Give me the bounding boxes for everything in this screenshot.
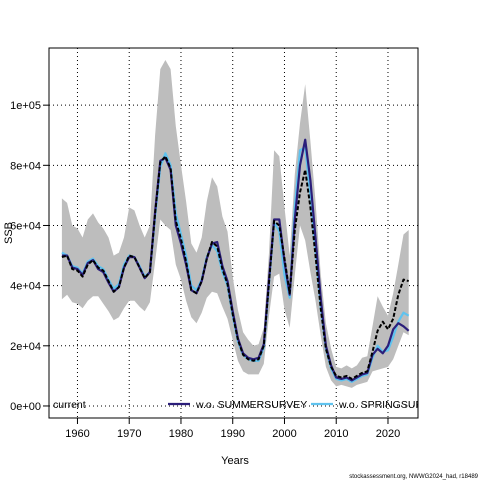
x-tick-label: 2010 xyxy=(324,428,348,440)
y-axis: 0e+00 2e+04 4e+04 6e+04 8e+04 1e+05 xyxy=(10,100,49,413)
confidence-band xyxy=(61,60,409,388)
y-tick-label: 0e+00 xyxy=(10,401,41,413)
y-tick-label: 1e+05 xyxy=(10,100,41,112)
x-tick-label: 1970 xyxy=(117,428,141,440)
x-tick-label: 2000 xyxy=(272,428,296,440)
y-tick-label: 4e+04 xyxy=(10,281,41,293)
x-axis-title: Years xyxy=(221,455,249,467)
y-tick-label: 6e+04 xyxy=(10,220,41,232)
y-tick-label: 2e+04 xyxy=(10,341,41,353)
caption: stockassessment.org, NWWG2024_had, r1848… xyxy=(349,474,478,480)
y-tick-label: 8e+04 xyxy=(10,160,41,172)
legend-label: w.o. SPRINGSURVEY xyxy=(338,399,444,411)
legend-label: w.o. SUMMERSURVEY xyxy=(195,399,307,411)
x-tick-label: 1990 xyxy=(220,428,244,440)
legend: current w.o. SUMMERSURVEY w.o. SPRINGSURVE… xyxy=(53,399,444,411)
x-tick-label: 1980 xyxy=(169,428,193,440)
y-axis-title: SSB xyxy=(3,222,15,244)
series-line-0 xyxy=(61,155,409,380)
confidence-band-area xyxy=(61,60,409,388)
legend-label: current xyxy=(53,399,86,411)
x-tick-label: 2020 xyxy=(376,428,400,440)
plot-frame xyxy=(48,47,419,419)
x-axis: 1960 1970 1980 1990 2000 2010 2020 xyxy=(65,418,400,440)
x-tick-label: 1960 xyxy=(65,428,89,440)
series-lines xyxy=(61,138,410,383)
